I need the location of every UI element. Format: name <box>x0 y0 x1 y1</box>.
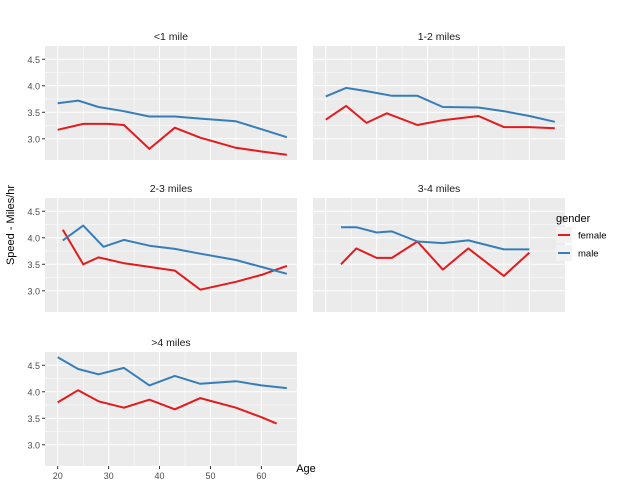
series-line-female <box>61 229 288 291</box>
facet-title: 1-2 miles <box>418 31 461 43</box>
facet-title: >4 miles <box>151 337 190 349</box>
facet-panels: <1 mile 3.0 3.5 4.0 4.5 1-2 miles 2-3 miles 3.0… <box>27 31 565 480</box>
y-tick-label: 4.5 <box>27 207 40 217</box>
series-line-male <box>62 224 288 275</box>
x-tick-label: 30 <box>104 471 114 480</box>
series-line-female <box>325 104 555 130</box>
facet-title: <1 mile <box>154 31 188 43</box>
y-tick-label: 3.0 <box>27 286 40 296</box>
legend-label: female <box>578 231 607 242</box>
y-tick-label: 4.5 <box>27 55 40 65</box>
facet-panel: >4 miles 3.0 3.5 4.0 4.5 20 30 40 50 60 <box>27 337 297 480</box>
legend-title: gender <box>556 213 591 225</box>
panel-background <box>313 46 565 160</box>
y-tick-label: 4.0 <box>27 81 40 91</box>
facet-panel: 3-4 miles <box>313 183 565 312</box>
y-tick-label: 3.5 <box>27 414 40 424</box>
x-tick-label: 50 <box>205 471 215 480</box>
x-tick-label: 40 <box>155 471 165 480</box>
series-line-male <box>325 86 556 123</box>
legend: gender female male <box>556 213 607 261</box>
x-tick-label: 60 <box>256 471 266 480</box>
facet-panel: <1 mile 3.0 3.5 4.0 4.5 <box>27 31 297 160</box>
series-line-male <box>57 356 287 390</box>
y-tick-label: 4.0 <box>27 387 40 397</box>
facet-title: 3-4 miles <box>418 183 461 195</box>
facet-panel: 2-3 miles 3.0 3.5 4.0 4.5 <box>27 183 297 312</box>
x-tick-label: 20 <box>53 471 63 480</box>
panel-background <box>313 198 565 312</box>
y-tick-label: 3.0 <box>27 440 40 450</box>
x-axis-title: Age <box>296 463 316 475</box>
y-tick-label: 4.5 <box>27 361 40 371</box>
series-line-female <box>57 122 287 156</box>
series-line-female <box>57 389 277 425</box>
y-tick-label: 3.5 <box>27 260 40 270</box>
y-tick-label: 3.5 <box>27 108 40 118</box>
legend-label: male <box>578 249 599 260</box>
facet-title: 2-3 miles <box>150 183 193 195</box>
panel-background <box>45 352 297 466</box>
y-tick-label: 4.0 <box>27 233 40 243</box>
facet-panel: 1-2 miles <box>313 31 565 160</box>
panel-background <box>45 198 297 312</box>
series-line-male <box>57 99 288 139</box>
y-axis-title: Speed - Miles/hr <box>5 185 17 265</box>
y-tick-label: 3.0 <box>27 134 40 144</box>
series-line-male <box>341 226 530 251</box>
